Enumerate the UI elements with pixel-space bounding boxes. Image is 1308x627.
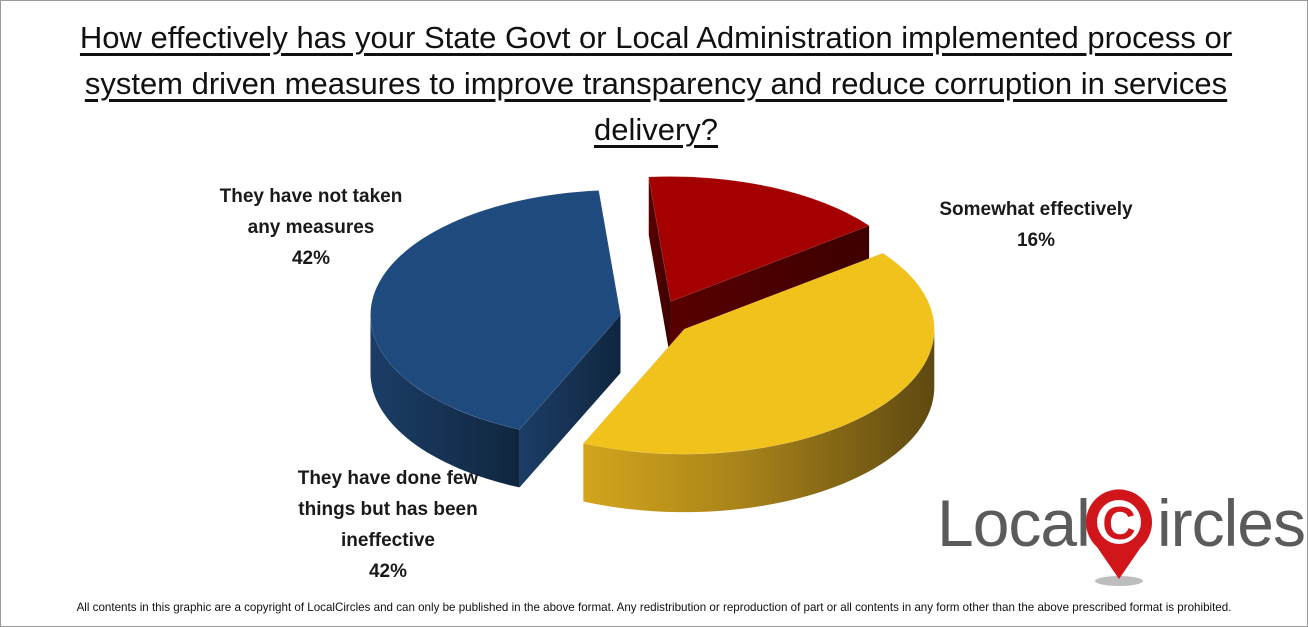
pie-wall-not-taken-1: [519, 315, 621, 488]
slice-name-few-things: They have done few things but has been i…: [297, 468, 479, 551]
slice-label-few-things: They have done few things but has been i…: [263, 463, 513, 587]
slice-value-few-things: 42%: [368, 561, 408, 582]
pie-slice-not-taken: [370, 190, 622, 430]
chart-title: How effectively has your State Govt or L…: [79, 20, 1233, 147]
logo-text-left: Local: [937, 486, 1091, 560]
slice-name-not-taken: They have not taken any measures: [219, 186, 403, 238]
copyright-footer: All contents in this graphic are a copyr…: [76, 601, 1232, 614]
slice-label-not-taken: They have not taken any measures 42%: [191, 181, 431, 274]
pie-side-not-taken: [370, 315, 520, 488]
pie-wall-somewhat-1: [648, 177, 671, 360]
pie-chart: [370, 176, 935, 513]
pie-side-few-things: [583, 329, 935, 513]
logo-mark-letter: C: [1102, 497, 1135, 549]
slice-value-somewhat: 16%: [1016, 230, 1056, 251]
pie-slice-few-things: [582, 252, 935, 455]
slice-name-somewhat: Somewhat effectively: [939, 199, 1133, 220]
pie-slice-somewhat: [648, 176, 871, 303]
slice-label-somewhat: Somewhat effectively 16%: [911, 194, 1161, 256]
logo-text-right: ircles: [1157, 486, 1306, 560]
map-pin-icon: C: [1086, 489, 1152, 586]
slice-value-not-taken: 42%: [291, 248, 331, 269]
localcircles-logo: Local C ircles: [935, 471, 1307, 591]
